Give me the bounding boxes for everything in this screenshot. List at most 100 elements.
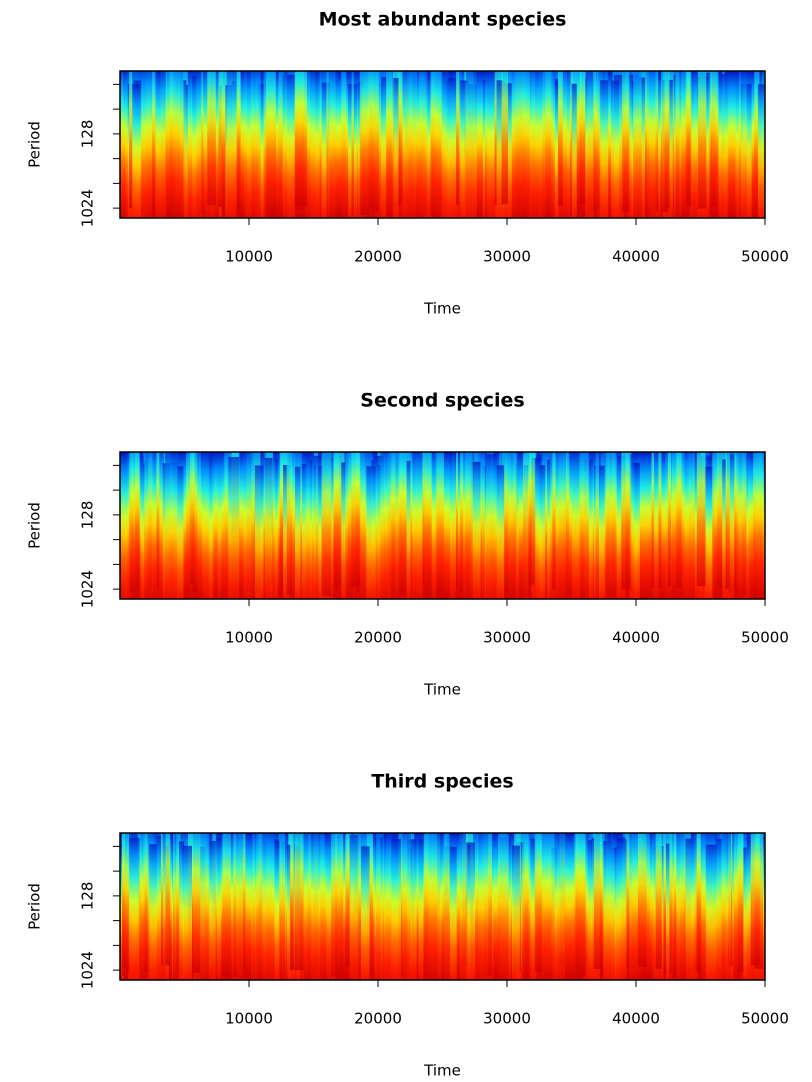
power-streak [200,833,210,980]
power-streak [254,465,264,599]
power-streak [366,466,376,599]
power-streak [579,71,586,205]
power-streak [676,452,682,588]
power-streak [186,452,190,597]
power-streak [458,71,462,218]
power-streak [196,71,202,218]
power-streak [710,71,718,206]
power-streak [259,833,264,980]
power-streak [326,71,329,218]
power-streak [647,71,657,218]
power-streak [522,833,529,980]
power-streak [600,80,609,218]
power-streak [696,452,706,587]
power-streak [646,833,650,980]
power-streak [623,833,634,969]
power-streak [368,71,374,209]
power-streak [723,72,729,218]
power-streak [374,455,384,599]
power-streak [312,455,322,599]
x-axis-label: Time [423,300,461,318]
power-streak [391,839,401,980]
power-streak [265,71,275,217]
x-tick-label: 30000 [483,1010,531,1028]
power-streak [621,452,631,590]
power-streak [578,833,586,976]
power-streak [151,71,156,212]
power-streak [531,71,536,218]
power-streak [693,833,700,973]
power-streak [240,833,246,970]
power-streak [359,71,370,215]
power-streak [321,82,330,218]
power-streak [334,452,345,586]
power-streak [261,833,270,980]
power-streak [371,460,375,599]
power-streak [658,452,662,589]
y-tick-label: 1024 [79,570,97,608]
power-streak [131,452,134,593]
power-streak [136,84,142,218]
power-streak [629,463,640,599]
power-streak [511,845,520,980]
y-tick-label: 128 [79,501,97,530]
power-streak [310,71,315,218]
power-streak [530,838,539,980]
power-streak [477,452,485,599]
power-streak [721,833,726,980]
power-streak [741,452,747,596]
power-streak [129,71,133,209]
power-streak [359,452,369,599]
chart-title: Most abundant species [319,9,567,31]
power-streak [498,833,509,980]
power-streak [459,833,466,980]
power-streak [698,71,707,209]
power-streak [696,833,700,970]
power-streak [592,833,603,970]
power-streak [586,71,594,218]
power-streak [486,71,495,218]
power-streak [341,462,348,599]
power-streak [351,833,354,980]
power-streak [161,833,171,966]
power-streak [611,847,619,980]
power-streak [685,838,695,980]
power-streak [693,71,700,218]
power-streak [140,71,148,218]
power-heatmap [120,833,765,980]
power-streak [143,833,152,973]
power-streak [190,833,202,973]
plot-frame [119,832,766,981]
power-streak [400,452,411,597]
power-streak [689,71,694,218]
x-tick-label: 40000 [612,1010,660,1028]
power-streak [634,833,638,980]
power-streak [386,71,393,217]
power-streak [748,836,752,980]
power-streak [125,833,131,972]
power-streak [666,843,670,980]
power-streak [311,833,321,980]
power-streak [728,833,736,967]
power-streak [305,71,315,218]
power-streak [390,452,400,599]
power-streak [142,452,154,599]
x-tick-label: 10000 [225,248,273,266]
power-streak [169,452,178,599]
power-streak [275,458,278,599]
power-streak [264,833,276,980]
power-streak [460,452,463,592]
x-tick-label: 50000 [741,1010,789,1028]
power-streak [172,833,176,980]
y-axis-label: Period [26,121,44,168]
power-streak [251,452,254,599]
power-streak [485,454,497,599]
power-streak [611,80,620,218]
power-streak [687,452,694,599]
power-streak [537,458,540,599]
power-streak [310,72,320,218]
power-streak [221,71,226,213]
power-streak [442,71,452,218]
power-streak [174,466,184,599]
power-streak [209,458,212,599]
